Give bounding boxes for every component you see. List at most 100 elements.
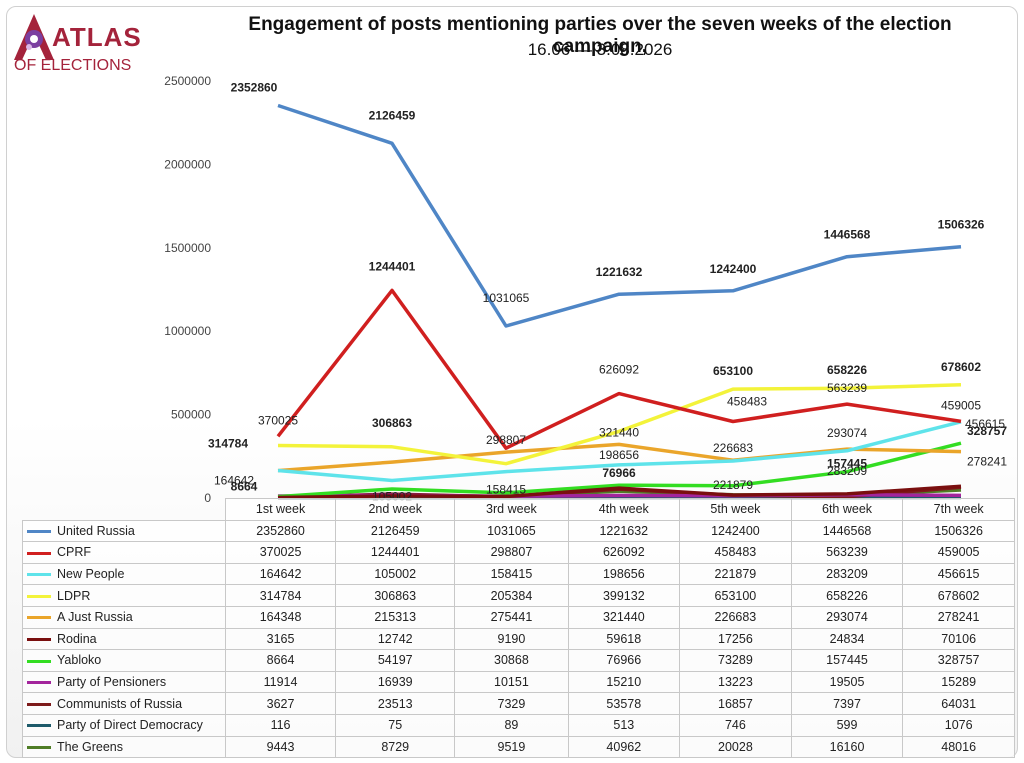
legend-entry: A Just Russia <box>22 605 226 629</box>
table-cell: 314784 <box>224 584 337 607</box>
legend-swatch <box>27 594 51 598</box>
table-cell: 1506326 <box>902 519 1015 543</box>
table-cell: 459005 <box>902 541 1015 564</box>
data-label: 1031065 <box>483 291 530 305</box>
table-cell: 1221632 <box>567 519 681 543</box>
category-label: 5th week <box>679 498 792 521</box>
data-label: 221879 <box>713 478 753 492</box>
table-cell: 3627 <box>224 692 337 715</box>
table-cell: 2352860 <box>224 519 337 543</box>
series-name: Communists of Russia <box>57 696 183 711</box>
y-tick-label: 2500000 <box>164 74 211 88</box>
data-label: 314784 <box>208 436 248 450</box>
series-name: United Russia <box>57 523 135 538</box>
data-label: 2352860 <box>231 81 278 95</box>
table-row: United Russia 2352860 2126459 1031065 122163… <box>22 519 1015 543</box>
table-cell: 164642 <box>224 562 337 586</box>
atlas-logo-mark <box>14 14 54 60</box>
table-cell: 75 <box>335 713 456 737</box>
data-label: 653100 <box>713 364 753 378</box>
data-label: 563239 <box>827 381 867 395</box>
data-label: 226683 <box>713 441 753 455</box>
y-tick-label: 1500000 <box>164 241 211 255</box>
category-label: 7th week <box>902 498 1015 521</box>
chart-subtitle: 16.06 — 3.08.2026 <box>527 40 673 59</box>
table-row: Yabloko 8664 54197 30868 76966 73289 157445 328… <box>22 649 1015 672</box>
series-name: LDPR <box>57 588 91 603</box>
table-cell: 15210 <box>567 670 681 694</box>
table-cell: 658226 <box>790 584 904 607</box>
data-label: 1242400 <box>710 262 757 276</box>
series-name: The Greens <box>57 739 124 754</box>
legend-entry: LDPR <box>22 584 226 607</box>
data-label: 1244401 <box>369 259 416 273</box>
table-cell: 17256 <box>679 627 792 651</box>
category-label: 3rd week <box>454 498 569 521</box>
legend-swatch <box>27 724 51 728</box>
data-label: 2126459 <box>369 108 416 122</box>
data-label: 158415 <box>486 483 526 497</box>
table-cell: 116 <box>224 713 337 737</box>
data-label: 8664 <box>231 480 258 494</box>
table-cell: 16857 <box>679 692 792 715</box>
table-cell: 53578 <box>567 692 681 715</box>
table-cell: 11914 <box>224 670 337 694</box>
legend-entry: Communists of Russia <box>22 692 226 715</box>
series-line-yabloko <box>277 441 962 499</box>
table-cell: 1031065 <box>454 519 569 543</box>
series-name: A Just Russia <box>57 610 133 625</box>
table-cell: 48016 <box>902 735 1015 759</box>
logo-brand: ATLAS <box>52 22 142 52</box>
y-tick-label: 2000000 <box>164 157 211 171</box>
table-row: Communists of Russia 3627 23513 7329 53578 16… <box>22 692 1015 715</box>
data-label: 306863 <box>372 416 412 430</box>
table-cell: 1244401 <box>335 541 456 564</box>
legend-swatch <box>27 681 51 685</box>
table-cell: 40962 <box>567 735 681 759</box>
table-cell: 157445 <box>790 649 904 672</box>
table-cell: 321440 <box>567 605 681 629</box>
table-cell: 54197 <box>335 649 456 672</box>
table-header-row: 1st week 2nd week 3rd week 4th week 5th week… <box>22 498 1015 521</box>
table-cell: 198656 <box>567 562 681 586</box>
legend-entry: The Greens <box>22 735 226 759</box>
data-label: 198656 <box>599 448 639 462</box>
series-name: Yabloko <box>57 653 102 668</box>
data-label: 458483 <box>727 395 767 409</box>
series-name: CPRF <box>57 545 92 560</box>
table-cell: 19505 <box>790 670 904 694</box>
table-cell: 513 <box>567 713 681 737</box>
table-cell: 746 <box>679 713 792 737</box>
category-label: 2nd week <box>335 498 456 521</box>
table-row: Party of Direct Democracy 116 75 89 513 746 59… <box>22 713 1015 737</box>
series-line-new-people <box>277 420 962 483</box>
data-label: 157445 <box>827 457 867 471</box>
table-cell: 653100 <box>679 584 792 607</box>
table-row: A Just Russia 164348 215313 275441 321440 226… <box>22 605 1015 629</box>
table-cell: 13223 <box>679 670 792 694</box>
legend-entry: New People <box>22 562 226 586</box>
table-cell: 215313 <box>335 605 456 629</box>
table-cell: 599 <box>790 713 904 737</box>
table-cell: 1446568 <box>790 519 904 543</box>
table-cell: 7329 <box>454 692 569 715</box>
data-label: 283209 <box>827 464 867 478</box>
table-cell: 164348 <box>224 605 337 629</box>
legend-entry: Yabloko <box>22 649 226 672</box>
data-label: 164642 <box>214 474 254 488</box>
series-line-rodina <box>277 484 962 500</box>
table-cell: 59618 <box>567 627 681 651</box>
table-cell: 158415 <box>454 562 569 586</box>
legend-swatch <box>27 659 51 663</box>
data-table: 1st week 2nd week 3rd week 4th week 5th week… <box>22 498 1015 759</box>
legend-swatch <box>27 551 51 555</box>
table-cell: 3165 <box>224 627 337 651</box>
table-cell: 9519 <box>454 735 569 759</box>
table-cell: 12742 <box>335 627 456 651</box>
table-cell: 15289 <box>902 670 1015 694</box>
table-cell: 298807 <box>454 541 569 564</box>
table-cell: 2126459 <box>335 519 456 543</box>
table-cell: 275441 <box>454 605 569 629</box>
data-label: 1446568 <box>824 228 871 242</box>
table-cell: 278241 <box>902 605 1015 629</box>
